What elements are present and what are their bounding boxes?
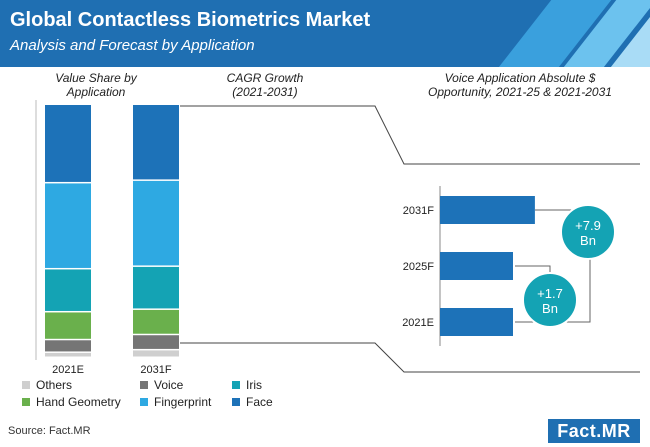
stacked-bar-segment bbox=[45, 269, 91, 311]
y-tick-label: 2031F bbox=[403, 205, 434, 217]
legend-swatch bbox=[22, 381, 30, 389]
value-share-label: Application bbox=[66, 85, 126, 99]
opportunity-bar bbox=[440, 252, 513, 280]
stacked-bar-segment bbox=[133, 180, 179, 266]
annotation-value: +1.7 bbox=[537, 286, 563, 301]
opportunity-label: Opportunity, 2021-25 & 2021-2031 bbox=[428, 85, 612, 99]
annotation-value: +7.9 bbox=[575, 218, 601, 233]
opportunity-bar bbox=[440, 308, 513, 336]
y-tick-label: 2025F bbox=[403, 261, 434, 273]
stacked-bar-segment bbox=[133, 266, 179, 309]
legend-label: Fingerprint bbox=[154, 395, 212, 409]
annotation-circle bbox=[522, 272, 578, 328]
x-tick-label: 2021E bbox=[52, 364, 84, 376]
stacked-bar-segment bbox=[133, 335, 179, 349]
legend-label: Iris bbox=[246, 378, 262, 392]
header-banner: Global Contactless Biometrics Market Ana… bbox=[0, 0, 650, 67]
annotation-unit: Bn bbox=[580, 233, 596, 248]
y-tick-label: 2021E bbox=[402, 317, 434, 329]
source-note: Source: Fact.MR bbox=[8, 425, 91, 437]
legend-label: Face bbox=[246, 395, 273, 409]
stacked-bar-segment bbox=[45, 183, 91, 268]
x-tick-label: 2031F bbox=[140, 364, 171, 376]
legend-swatch bbox=[232, 381, 240, 389]
stacked-bar-segment bbox=[133, 309, 179, 334]
opportunity-bar bbox=[440, 196, 535, 224]
legend-swatch bbox=[140, 398, 148, 406]
annotation-unit: Bn bbox=[542, 301, 558, 316]
brand-logo: Fact.MR bbox=[548, 419, 640, 443]
annotation-circle bbox=[560, 204, 616, 260]
legend-label: Voice bbox=[154, 378, 184, 392]
stacked-bar-segment bbox=[133, 350, 179, 357]
page-title: Global Contactless Biometrics Market bbox=[10, 9, 371, 31]
legend-swatch bbox=[232, 398, 240, 406]
cagr-label: (2021-2031) bbox=[232, 85, 297, 99]
legend-swatch bbox=[22, 398, 30, 406]
legend-label: Hand Geometry bbox=[36, 395, 121, 409]
stacked-bar-segment bbox=[45, 105, 91, 182]
legend-label: Others bbox=[36, 378, 72, 392]
connector-line-bottom bbox=[180, 342, 640, 373]
stacked-bar-segment bbox=[45, 352, 91, 357]
legend-swatch bbox=[140, 381, 148, 389]
stacked-bar-segment bbox=[45, 340, 91, 352]
stacked-bar-segment bbox=[45, 312, 91, 339]
page-subtitle: Analysis and Forecast by Application bbox=[10, 37, 255, 54]
cagr-label: CAGR Growth bbox=[227, 71, 304, 85]
opportunity-label: Voice Application Absolute $ bbox=[445, 71, 596, 85]
value-share-label: Value Share by bbox=[55, 71, 138, 85]
stacked-bar-segment bbox=[133, 105, 179, 180]
connector-line-top bbox=[180, 105, 640, 165]
